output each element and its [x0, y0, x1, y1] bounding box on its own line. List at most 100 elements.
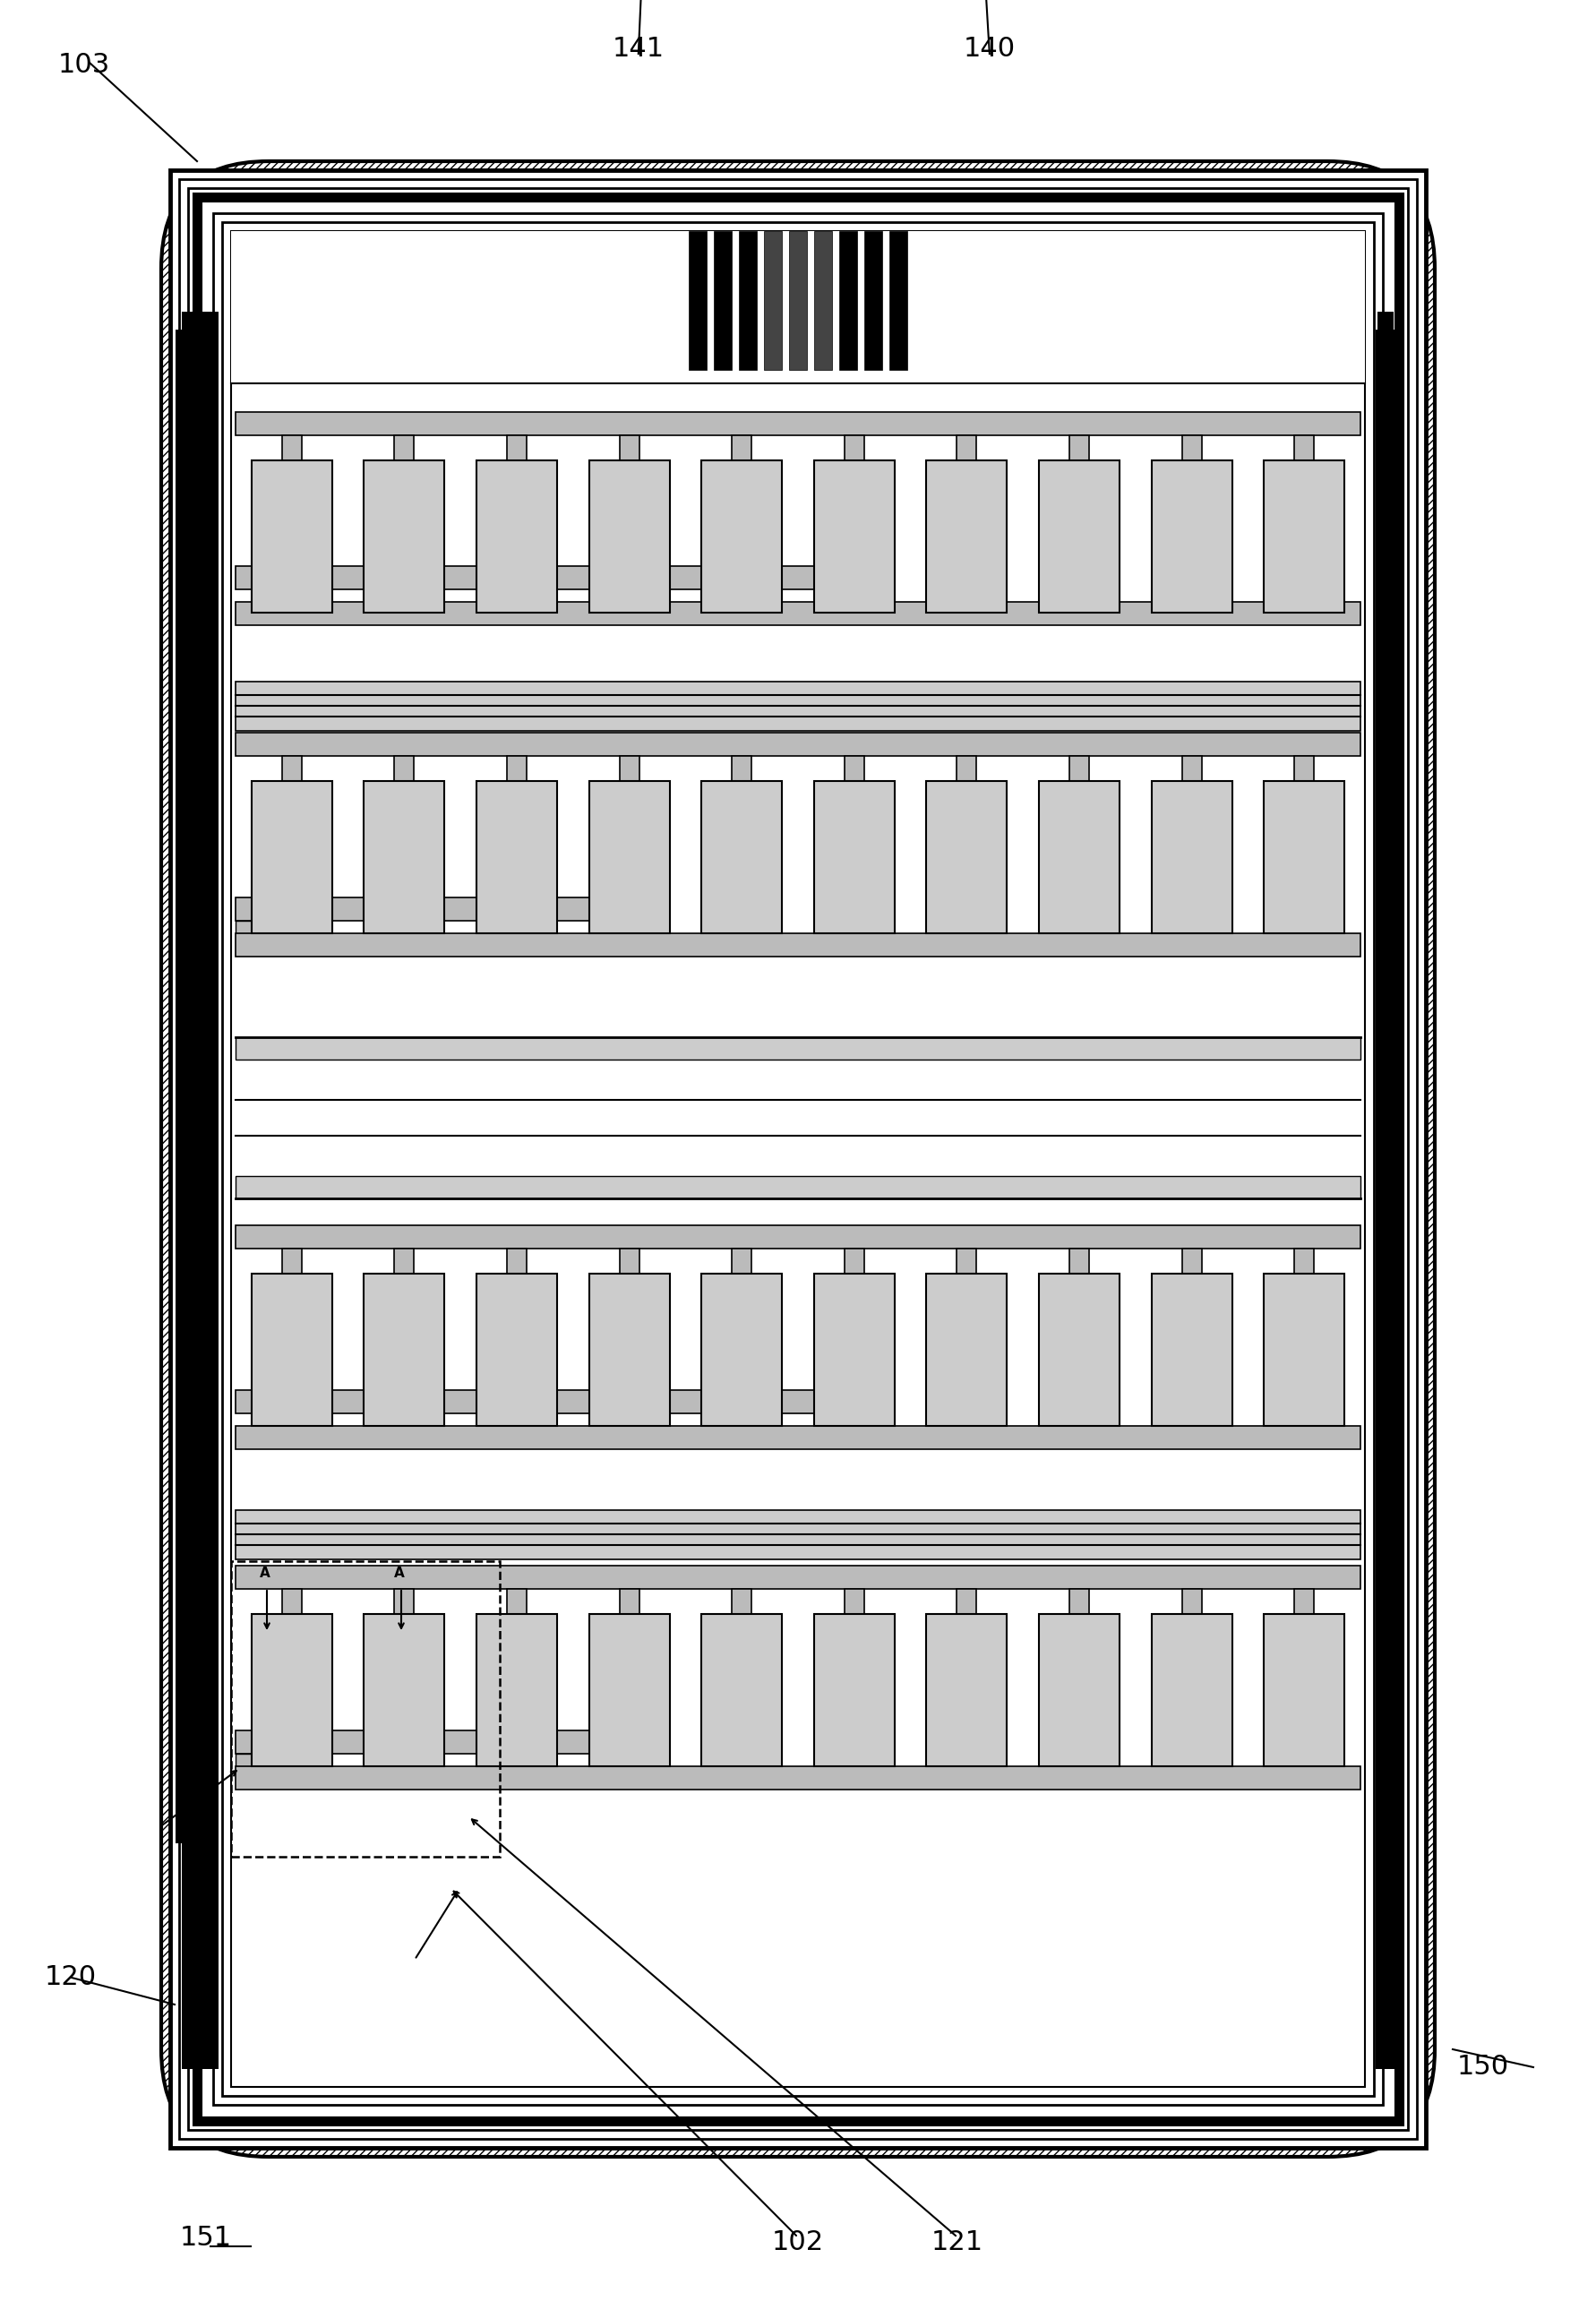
Bar — [589, 1273, 670, 1426]
Text: 121: 121 — [932, 2230, 983, 2255]
Bar — [1376, 329, 1395, 2070]
Bar — [1294, 1588, 1314, 1613]
Bar — [171, 169, 1425, 2149]
Bar — [733, 756, 752, 781]
Bar — [364, 461, 445, 612]
Bar — [926, 461, 1007, 612]
Bar — [171, 169, 1425, 2149]
Bar — [702, 781, 782, 934]
Bar — [364, 781, 445, 934]
Bar — [176, 329, 193, 1843]
Bar — [196, 197, 1400, 2121]
Bar — [1039, 781, 1119, 934]
Bar — [1183, 1249, 1202, 1273]
Bar — [619, 1588, 638, 1613]
Text: 151: 151 — [180, 2225, 231, 2251]
Bar — [1294, 756, 1314, 781]
Bar — [236, 1426, 1360, 1449]
Bar — [1151, 1273, 1232, 1426]
Bar — [477, 461, 557, 612]
Bar — [958, 436, 977, 461]
Bar — [394, 756, 413, 781]
Bar — [844, 756, 863, 781]
Bar — [619, 1249, 638, 1273]
Bar — [236, 1175, 1360, 1198]
Bar — [1264, 461, 1344, 612]
Bar — [508, 1249, 527, 1273]
Bar — [1039, 461, 1119, 612]
Bar — [1183, 756, 1202, 781]
Bar — [236, 681, 1360, 730]
Bar — [926, 781, 1007, 934]
Bar — [236, 1565, 1360, 1588]
Bar — [958, 1249, 977, 1273]
Bar — [252, 1613, 332, 1766]
Bar — [179, 178, 1417, 2140]
Bar — [236, 1509, 1360, 1560]
Bar — [252, 1273, 332, 1426]
Bar — [477, 1613, 557, 1766]
FancyBboxPatch shape — [161, 162, 1435, 2156]
Bar — [926, 1273, 1007, 1426]
Bar — [508, 1588, 527, 1613]
Bar — [1039, 1613, 1119, 1766]
Bar — [844, 436, 863, 461]
Bar — [733, 1588, 752, 1613]
Bar — [282, 756, 302, 781]
Bar — [394, 436, 413, 461]
Bar — [236, 1036, 1360, 1059]
Bar — [214, 213, 1382, 2105]
Bar — [733, 1249, 752, 1273]
Bar — [231, 232, 1365, 2086]
Bar — [236, 732, 1360, 756]
Bar — [231, 1560, 500, 1857]
Bar — [1151, 781, 1232, 934]
Bar — [508, 436, 527, 461]
Bar — [1294, 436, 1314, 461]
Bar — [236, 1755, 265, 1766]
Text: A: A — [260, 1567, 270, 1581]
Bar — [188, 188, 1408, 2130]
Text: 120: 120 — [45, 1966, 97, 1991]
Bar — [865, 232, 883, 371]
Bar — [236, 603, 1360, 626]
Bar — [231, 232, 1365, 2086]
Bar — [1264, 1273, 1344, 1426]
Bar — [814, 461, 894, 612]
Bar — [889, 232, 907, 371]
Bar — [589, 781, 670, 934]
Text: 102: 102 — [772, 2230, 824, 2255]
Bar — [236, 1036, 1360, 1198]
Bar — [702, 461, 782, 612]
Bar — [282, 1588, 302, 1613]
Bar — [958, 756, 977, 781]
Bar — [236, 1766, 1360, 1789]
Text: 141: 141 — [613, 35, 664, 63]
Bar — [589, 461, 670, 612]
Bar — [844, 1249, 863, 1273]
Bar — [236, 1732, 662, 1755]
Bar — [1264, 1613, 1344, 1766]
Text: A: A — [394, 1567, 405, 1581]
Bar — [1069, 436, 1088, 461]
Bar — [282, 436, 302, 461]
Text: 150: 150 — [1457, 2054, 1510, 2079]
Bar — [1039, 1273, 1119, 1426]
Bar — [394, 1588, 413, 1613]
Bar — [364, 1613, 445, 1766]
Bar — [739, 232, 757, 371]
Bar — [236, 1391, 854, 1414]
Bar — [477, 1273, 557, 1426]
Bar — [589, 1613, 670, 1766]
Bar — [814, 1613, 894, 1766]
Bar — [252, 781, 332, 934]
Bar — [839, 232, 857, 371]
Text: 140: 140 — [964, 35, 1015, 63]
Bar — [814, 232, 832, 371]
Bar — [364, 1273, 445, 1426]
Bar — [394, 1249, 413, 1273]
Bar — [236, 1226, 1360, 1249]
Bar — [1151, 461, 1232, 612]
Bar — [236, 934, 1360, 957]
Bar — [689, 232, 707, 371]
